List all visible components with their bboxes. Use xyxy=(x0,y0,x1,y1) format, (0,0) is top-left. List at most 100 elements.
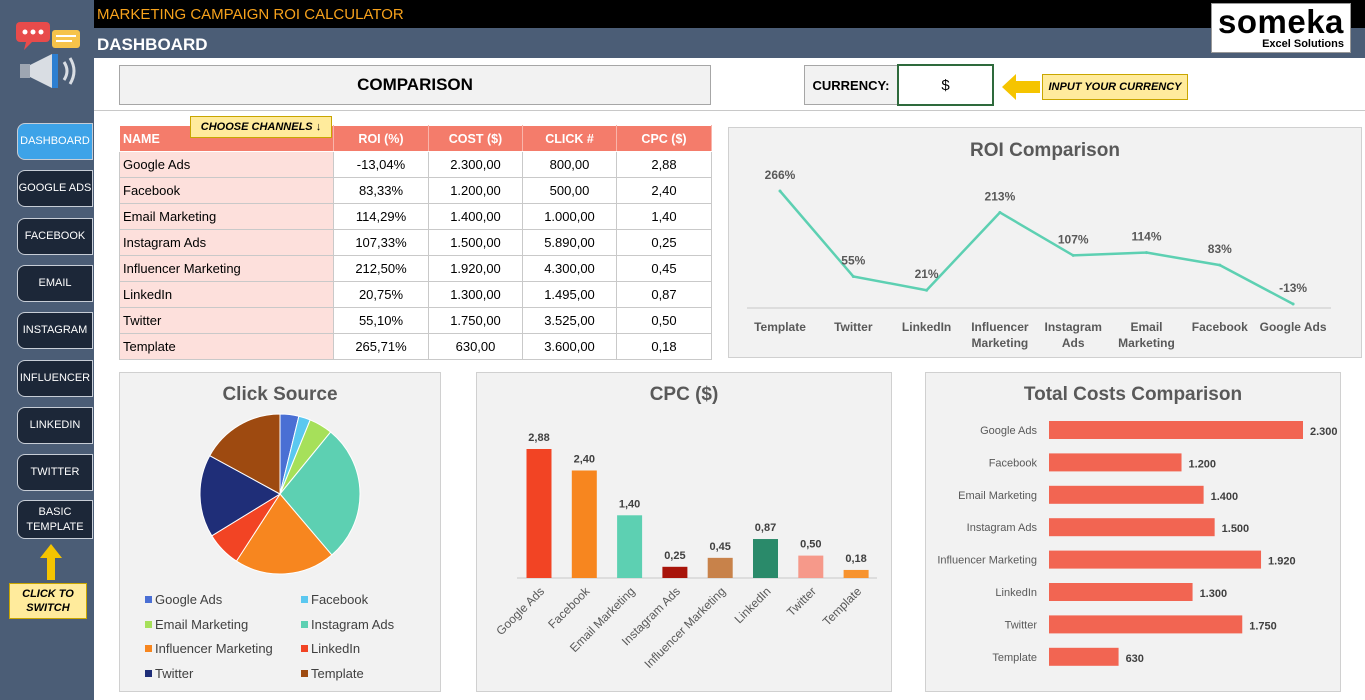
value-cell[interactable]: 5.890,00 xyxy=(522,229,617,256)
legend-item: Facebook xyxy=(301,592,368,607)
channel-name-cell[interactable]: Instagram Ads xyxy=(119,229,334,256)
roi-category-label: Influencer xyxy=(971,320,1029,334)
cpc-data-label: 0,25 xyxy=(664,550,685,562)
value-cell[interactable]: 55,10% xyxy=(333,307,429,334)
pie-legend: Google Ads Facebook Email Marketing Instagr… xyxy=(120,373,442,693)
channel-name-cell[interactable]: LinkedIn xyxy=(119,281,334,308)
value-cell[interactable]: 114,29% xyxy=(333,203,429,230)
value-cell[interactable]: 2,40 xyxy=(616,177,712,204)
roi-category-label: Google Ads xyxy=(1260,320,1327,334)
roi-data-label: 266% xyxy=(765,168,796,182)
header-cpc: CPC ($) xyxy=(616,125,712,152)
value-cell[interactable]: 1.400,00 xyxy=(428,203,523,230)
roi-category-label: Facebook xyxy=(1192,320,1248,334)
cpc-data-label: 0,87 xyxy=(755,522,776,534)
nav-facebook[interactable]: FACEBOOK xyxy=(17,218,93,255)
value-cell[interactable]: 0,45 xyxy=(616,255,712,282)
value-cell[interactable]: 1.300,00 xyxy=(428,281,523,308)
cpc-bar xyxy=(526,449,552,578)
cost-bar xyxy=(1049,647,1119,666)
nav-google-ads[interactable]: GOOGLE ADS xyxy=(17,170,93,207)
nav-instagram[interactable]: INSTAGRAM xyxy=(17,312,93,349)
nav-basic-template[interactable]: BASIC TEMPLATE xyxy=(17,500,93,539)
table-row: Facebook 83,33% 1.200,00 500,00 2,40 xyxy=(119,177,712,204)
value-cell[interactable]: 107,33% xyxy=(333,229,429,256)
value-cell[interactable]: 1.495,00 xyxy=(522,281,617,308)
value-cell[interactable]: 0,18 xyxy=(616,333,712,360)
value-cell[interactable]: 1.000,00 xyxy=(522,203,617,230)
cost-data-label: 1.200 xyxy=(1189,458,1217,470)
click-source-panel: Click Source Google Ads Facebook Email Mar… xyxy=(119,372,441,692)
currency-input[interactable]: $ xyxy=(897,64,994,106)
channel-name-cell[interactable]: Template xyxy=(119,333,334,360)
legend-swatch xyxy=(145,645,152,652)
value-cell[interactable]: 1.200,00 xyxy=(428,177,523,204)
roi-data-label: 21% xyxy=(915,267,939,281)
total-costs-panel: Total Costs Comparison Google Ads 2.300 Fa… xyxy=(925,372,1341,692)
nav-linkedin[interactable]: LINKEDIN xyxy=(17,407,93,444)
click-to-switch-note: CLICK TO SWITCH xyxy=(9,583,87,619)
value-cell[interactable]: 0,50 xyxy=(616,307,712,334)
value-cell[interactable]: 0,87 xyxy=(616,281,712,308)
cost-data-label: 1.300 xyxy=(1200,588,1228,600)
nav-dashboard[interactable]: DASHBOARD xyxy=(17,123,93,160)
cpc-title: CPC ($) xyxy=(649,384,719,405)
legend-swatch xyxy=(145,596,152,603)
value-cell[interactable]: 20,75% xyxy=(333,281,429,308)
legend-swatch xyxy=(145,669,152,677)
arrow-up-icon xyxy=(40,544,62,580)
value-cell[interactable]: 265,71% xyxy=(333,333,429,360)
cpc-data-label: 1,40 xyxy=(619,498,640,510)
value-cell[interactable]: 1,40 xyxy=(616,203,712,230)
megaphone-icon xyxy=(16,22,80,88)
value-cell[interactable]: 2.300,00 xyxy=(428,151,523,178)
roi-data-label: 83% xyxy=(1208,242,1232,256)
value-cell[interactable]: 500,00 xyxy=(522,177,617,204)
choose-channels-note[interactable]: CHOOSE CHANNELS ↓ xyxy=(190,116,332,138)
value-cell[interactable]: 630,00 xyxy=(428,333,523,360)
legend-item: LinkedIn xyxy=(301,641,360,656)
cost-data-label: 1.500 xyxy=(1222,523,1250,535)
value-cell[interactable]: 3.525,00 xyxy=(522,307,617,334)
legend-item: Instagram Ads xyxy=(301,617,394,632)
legend-swatch xyxy=(301,596,308,603)
value-cell[interactable]: 0,25 xyxy=(616,229,712,256)
cpc-panel: CPC ($) 2,88 Google Ads 2,40 Facebook 1,40 Em… xyxy=(476,372,892,692)
table-row: LinkedIn 20,75% 1.300,00 1.495,00 0,87 xyxy=(119,281,712,308)
roi-point xyxy=(1291,302,1295,306)
cost-bar xyxy=(1049,583,1193,601)
value-cell[interactable]: 4.300,00 xyxy=(522,255,617,282)
cost-category-label: Facebook xyxy=(989,457,1038,469)
cpc-data-label: 2,88 xyxy=(528,432,549,444)
nav-email[interactable]: EMAIL xyxy=(17,265,93,302)
table-row: Instagram Ads 107,33% 1.500,00 5.890,00 0,25 xyxy=(119,229,712,256)
cpc-bar xyxy=(571,470,597,578)
someka-logo[interactable]: someka Excel Solutions xyxy=(1211,3,1351,53)
value-cell[interactable]: 1.750,00 xyxy=(428,307,523,334)
cpc-category-label: LinkedIn xyxy=(732,584,774,626)
value-cell[interactable]: -13,04% xyxy=(333,151,429,178)
nav-influencer[interactable]: INFLUENCER xyxy=(17,360,93,397)
click-source-pie xyxy=(199,413,361,575)
roi-chart-title: ROI Comparison xyxy=(970,140,1120,161)
value-cell[interactable]: 2,88 xyxy=(616,151,712,178)
currency-label: CURRENCY: xyxy=(804,65,898,105)
value-cell[interactable]: 83,33% xyxy=(333,177,429,204)
cpc-data-label: 0,50 xyxy=(800,539,821,551)
value-cell[interactable]: 3.600,00 xyxy=(522,333,617,360)
channel-name-cell[interactable]: Twitter xyxy=(119,307,334,334)
channel-name-cell[interactable]: Facebook xyxy=(119,177,334,204)
roi-point xyxy=(778,189,782,193)
nav-twitter[interactable]: TWITTER xyxy=(17,454,93,491)
value-cell[interactable]: 1.920,00 xyxy=(428,255,523,282)
roi-point xyxy=(1218,263,1222,267)
cost-bar xyxy=(1049,453,1182,472)
roi-category-label: Email xyxy=(1130,320,1162,334)
channel-name-cell[interactable]: Email Marketing xyxy=(119,203,334,230)
value-cell[interactable]: 1.500,00 xyxy=(428,229,523,256)
channel-name-cell[interactable]: Influencer Marketing xyxy=(119,255,334,282)
value-cell[interactable]: 212,50% xyxy=(333,255,429,282)
value-cell[interactable]: 800,00 xyxy=(522,151,617,178)
channel-name-cell[interactable]: Google Ads xyxy=(119,151,334,178)
legend-swatch xyxy=(301,669,308,677)
